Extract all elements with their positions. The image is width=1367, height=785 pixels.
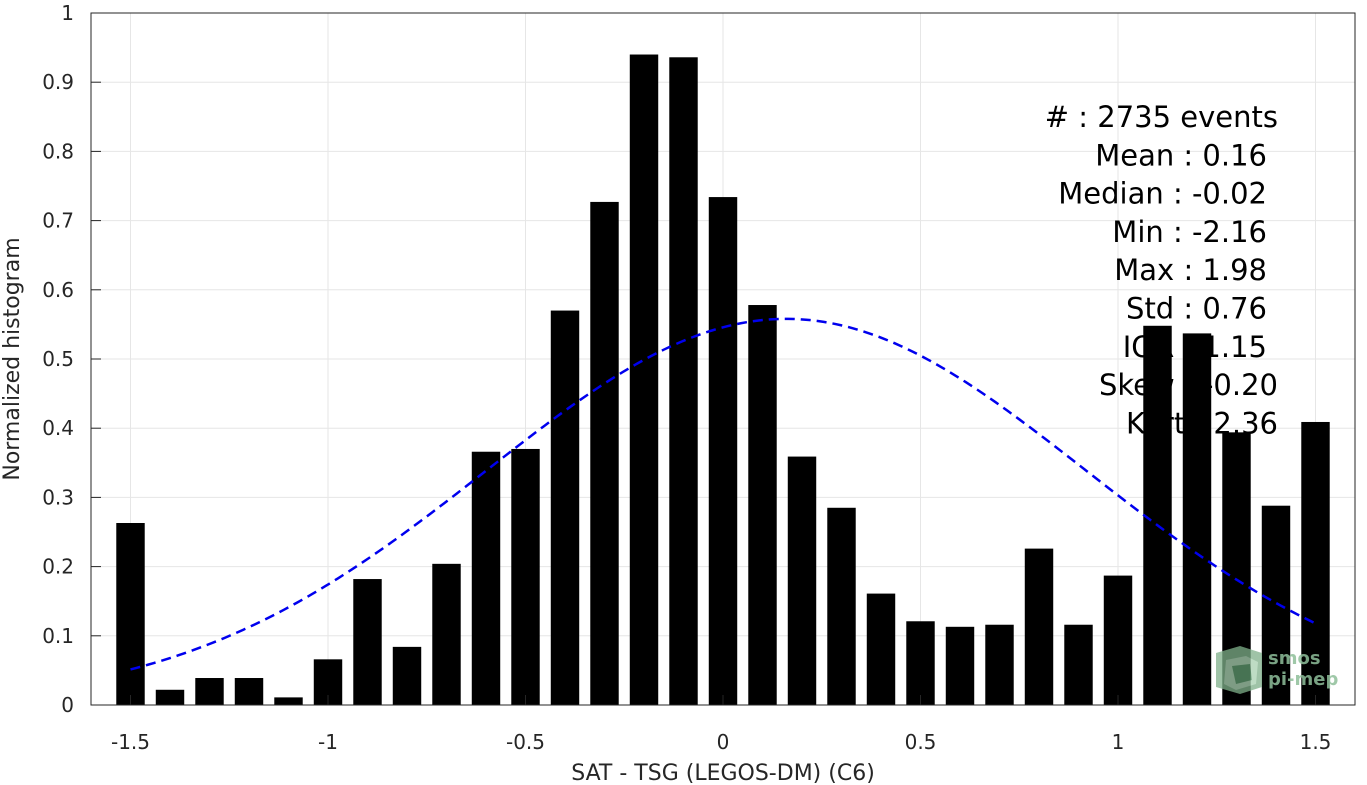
axis-ticks: -1.5 -1 -0.5 0 0.5 1 1.5 0 0.1 0.2 0.3 0.4 0.5 0.6 0.7… [42, 1, 1331, 754]
histogram-bar [1024, 548, 1054, 705]
histogram-bar [748, 305, 777, 705]
y-tick-label: 0.3 [42, 485, 74, 509]
gaussian-fit-line [130, 317, 1317, 671]
histogram-bar [432, 563, 461, 705]
x-tick-label: 1 [1112, 730, 1125, 754]
histogram-bar [1064, 624, 1093, 705]
y-tick-label: 1 [61, 1, 74, 25]
x-tick-label: 1.5 [1300, 730, 1332, 754]
y-tick-label: 0.8 [42, 139, 74, 163]
stats-line: Median : -0.02 [1058, 177, 1267, 211]
x-axis-label: SAT - TSG (LEGOS-DM) (C6) [571, 761, 875, 785]
stats-line: Max : 1.98 [1114, 253, 1267, 287]
smos-pimep-logo: smos pi-mep [1216, 646, 1338, 694]
stats-line: # : 2735 events [1045, 100, 1278, 134]
histogram-bar [1261, 505, 1291, 705]
histogram-bar [234, 678, 264, 705]
histogram-bar [116, 523, 145, 705]
histogram-bar [392, 646, 422, 705]
histogram-bar [906, 621, 935, 705]
x-tick-label: -1 [318, 730, 338, 754]
y-tick-label: 0.2 [42, 555, 74, 579]
histogram-bar [353, 579, 382, 705]
histogram-bar [1182, 333, 1212, 705]
histogram-bar [590, 201, 619, 705]
histogram-bar [550, 310, 580, 705]
y-tick-label: 0.6 [42, 278, 74, 302]
histogram-bar [827, 507, 856, 705]
x-tick-label: 0 [717, 730, 730, 754]
histogram-bar [471, 451, 501, 705]
stats-line: Kurt : 2.36 [1126, 406, 1278, 440]
stats-line: IQR : 1.15 [1123, 330, 1267, 364]
y-tick-label: 0 [61, 693, 74, 717]
x-tick-label: -1.5 [111, 730, 150, 754]
histogram-bar [1143, 325, 1172, 705]
histogram-bar [511, 448, 540, 705]
histogram-bar [1301, 421, 1330, 705]
histogram-bar [866, 593, 896, 705]
histogram-bar [708, 197, 738, 705]
y-tick-label: 0.4 [42, 416, 74, 440]
y-tick-label: 0.1 [42, 624, 74, 648]
logo-text-pimep: pi-mep [1268, 669, 1338, 690]
stats-line: Skew : -0.20 [1099, 368, 1278, 402]
histogram-bar [274, 697, 303, 705]
y-axis-label: Normalized histogram [0, 237, 25, 480]
stats-line: Mean : 0.16 [1095, 138, 1267, 172]
histogram-bar [155, 689, 185, 705]
bars [116, 54, 1330, 705]
statistics-box: # : 2735 events Mean : 0.16 Median : -0.02… [1045, 100, 1278, 440]
histogram-bar [669, 57, 698, 705]
logo-text-smos: smos [1268, 648, 1321, 669]
histogram-bar [195, 678, 224, 705]
histogram-bar [787, 456, 817, 705]
y-tick-label: 0.9 [42, 70, 74, 94]
histogram-bar [985, 624, 1014, 705]
stats-line: Min : -2.16 [1112, 215, 1267, 249]
logo-mark-icon [1216, 646, 1262, 694]
y-tick-label: 0.5 [42, 347, 74, 371]
histogram-bar [1103, 575, 1133, 705]
histogram-bar [629, 54, 659, 705]
x-tick-label: -0.5 [506, 730, 545, 754]
y-tick-label: 0.7 [42, 209, 74, 233]
histogram-bar [945, 626, 975, 705]
x-tick-label: 0.5 [905, 730, 937, 754]
stats-line: Std : 0.76 [1126, 292, 1267, 326]
gaussian-fit-curve [130, 317, 1317, 671]
